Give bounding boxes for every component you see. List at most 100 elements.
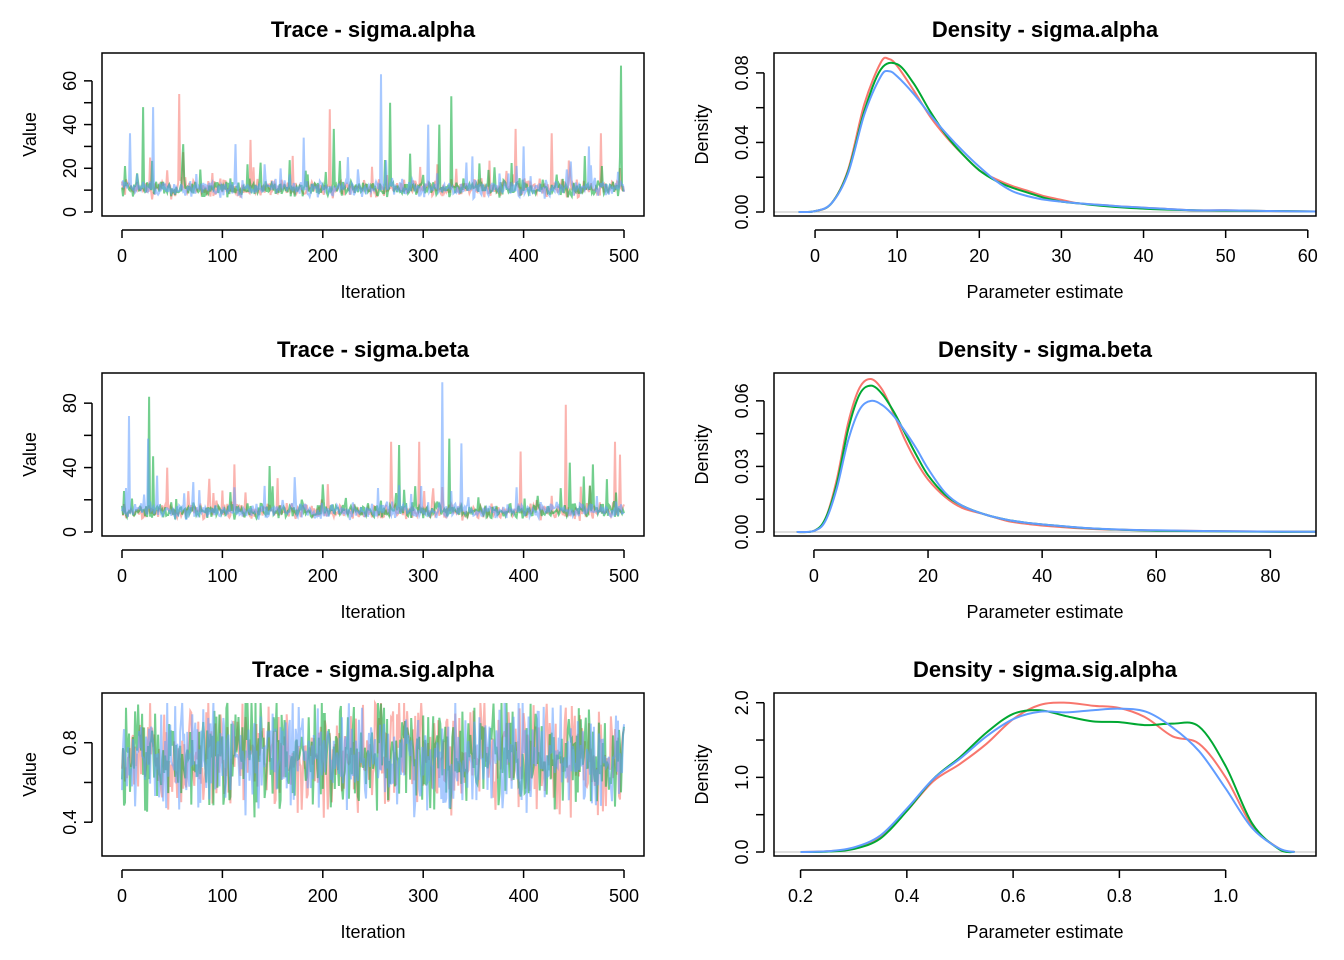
y-axis: 0.0 1.0 2.0: [732, 690, 765, 865]
y-tick-label: 80: [60, 393, 80, 413]
y-tick-label: 0: [60, 527, 80, 537]
panel-6: Density - sigma.sig.alpha 0.2 0.4 0.6 0.8 1.0…: [692, 657, 1317, 942]
x-axis-label: Iteration: [340, 282, 405, 302]
x-tick-label: 20: [918, 566, 938, 586]
x-tick-label: 60: [1146, 566, 1166, 586]
y-tick-label: 60: [60, 71, 80, 91]
x-axis-label: Parameter estimate: [966, 922, 1123, 942]
panel-2: Density - sigma.alpha 0 10 20 30 40 50 60 Parame…: [692, 17, 1318, 302]
y-tick-label: 20: [60, 158, 80, 178]
plot-frame: [101, 372, 645, 537]
x-axis-label: Iteration: [340, 922, 405, 942]
y-tick-label: 0.4: [60, 810, 80, 835]
x-tick-label: 0: [809, 566, 819, 586]
plot-frame: [101, 692, 645, 857]
x-tick-label: 30: [1051, 246, 1071, 266]
plot-area: [774, 701, 1316, 854]
y-tick-label: 0.08: [732, 55, 752, 90]
x-tick-label: 0: [117, 886, 127, 906]
y-axis: 0.00 0.03 0.06: [732, 383, 765, 550]
y-tick-label: 0.04: [732, 125, 752, 160]
y-tick-label: 40: [60, 115, 80, 135]
x-axis: 0 20 40 60 80: [809, 549, 1280, 586]
x-tick-label: 80: [1260, 566, 1280, 586]
x-tick-label: 400: [509, 246, 539, 266]
x-tick-label: 300: [408, 886, 438, 906]
x-axis: 0 100 200 300 400 500: [117, 229, 639, 266]
trace-chain-2: [121, 396, 625, 521]
x-tick-label: 0: [810, 246, 820, 266]
x-axis: 0 100 200 300 400 500: [117, 869, 639, 906]
y-axis-label: Value: [20, 112, 40, 157]
plot-area: [774, 377, 1316, 534]
x-tick-label: 0: [117, 566, 127, 586]
plot-frame: [101, 52, 645, 217]
density-chain-1: [798, 56, 1316, 214]
panel-title: Trace - sigma.sig.alpha: [252, 657, 495, 682]
x-tick-label: 200: [308, 566, 338, 586]
plot-frame: [773, 52, 1317, 217]
x-axis-label: Iteration: [340, 602, 405, 622]
y-axis: 0.00 0.04 0.08: [732, 55, 765, 230]
x-tick-label: 1.0: [1213, 886, 1238, 906]
panel-title: Density - sigma.alpha: [932, 17, 1159, 42]
x-tick-label: 0.4: [894, 886, 919, 906]
x-tick-label: 100: [207, 886, 237, 906]
panel-title: Trace - sigma.beta: [277, 337, 470, 362]
trace-chain-3: [121, 74, 625, 202]
density-chain-3: [796, 399, 1316, 534]
plot-area: [121, 382, 625, 522]
y-axis-label: Density: [692, 424, 712, 484]
plot-frame: [773, 692, 1317, 857]
x-tick-label: 400: [509, 886, 539, 906]
y-tick-label: 40: [60, 458, 80, 478]
y-tick-label: 0.00: [732, 194, 752, 229]
y-tick-label: 0.03: [732, 449, 752, 484]
density-chain-1: [800, 701, 1295, 853]
x-tick-label: 20: [969, 246, 989, 266]
panel-5: Trace - sigma.sig.alpha 0 100 200 300 400 500 I…: [20, 657, 645, 942]
x-tick-label: 300: [408, 566, 438, 586]
density-chain-2: [796, 384, 1316, 534]
y-tick-label: 0.00: [732, 514, 752, 549]
panel-title: Density - sigma.sig.alpha: [913, 657, 1178, 682]
x-axis: 0 100 200 300 400 500: [117, 549, 639, 586]
x-tick-label: 0.8: [1107, 886, 1132, 906]
plot-frame: [773, 372, 1317, 537]
trace-chain-3: [121, 382, 625, 522]
panel-title: Density - sigma.beta: [938, 337, 1153, 362]
x-axis: 0 10 20 30 40 50 60: [810, 229, 1318, 266]
x-tick-label: 0.6: [1001, 886, 1026, 906]
x-tick-label: 500: [609, 246, 639, 266]
x-tick-label: 50: [1216, 246, 1236, 266]
y-tick-label: 2.0: [732, 690, 752, 715]
x-tick-label: 400: [509, 566, 539, 586]
y-tick-label: 0.8: [60, 730, 80, 755]
x-tick-label: 40: [1134, 246, 1154, 266]
x-tick-label: 200: [308, 886, 338, 906]
x-axis: 0.2 0.4 0.6 0.8 1.0: [788, 869, 1238, 906]
x-tick-label: 60: [1298, 246, 1318, 266]
x-tick-label: 100: [207, 566, 237, 586]
x-tick-label: 0: [117, 246, 127, 266]
x-tick-label: 100: [207, 246, 237, 266]
panel-title: Trace - sigma.alpha: [271, 17, 476, 42]
y-axis: 0.4 0.8: [60, 730, 93, 835]
y-axis-label: Value: [20, 752, 40, 797]
density-chain-3: [798, 69, 1316, 214]
x-axis-label: Parameter estimate: [966, 282, 1123, 302]
trace-chain-3: [121, 702, 625, 818]
plot-area: [121, 699, 625, 818]
panel-4: Density - sigma.beta 0 20 40 60 80 Parameter e…: [692, 337, 1317, 622]
x-tick-label: 200: [308, 246, 338, 266]
y-tick-label: 0.0: [732, 839, 752, 864]
y-tick-label: 0: [60, 207, 80, 217]
x-tick-label: 300: [408, 246, 438, 266]
x-tick-label: 10: [887, 246, 907, 266]
y-tick-label: 0.06: [732, 383, 752, 418]
plot-area: [121, 65, 625, 202]
y-axis-label: Value: [20, 432, 40, 477]
